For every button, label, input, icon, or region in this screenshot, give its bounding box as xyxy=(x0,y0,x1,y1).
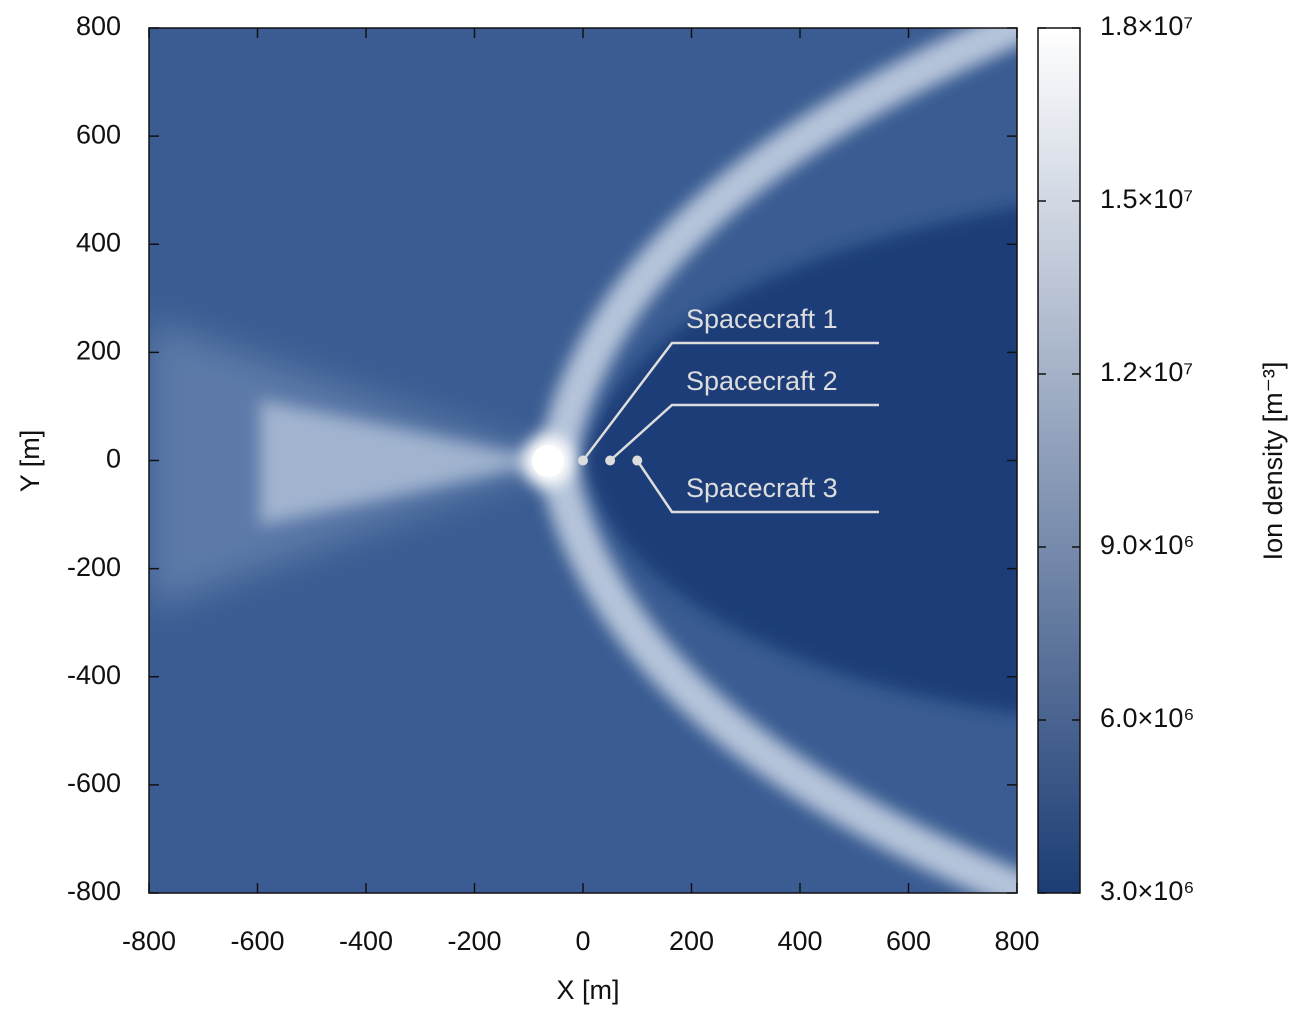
spacecraft-marker xyxy=(605,455,616,466)
x-tick-label: -600 xyxy=(230,926,284,956)
leader-line xyxy=(609,403,879,462)
x-tick-label: -200 xyxy=(447,926,501,956)
spacecraft-label: Spacecraft 2 xyxy=(686,366,838,396)
x-tick-label: 0 xyxy=(575,926,590,956)
colorbar-tick-label: 9.0×10⁶ xyxy=(1100,530,1194,560)
colorbar xyxy=(1037,27,1081,894)
y-tick-label: 600 xyxy=(76,119,121,149)
colorbar-tick-label: 3.0×10⁶ xyxy=(1100,876,1194,906)
y-tick-label: 200 xyxy=(76,336,121,366)
y-tick-label: 400 xyxy=(76,227,121,257)
x-tick-label: -400 xyxy=(339,926,393,956)
x-axis-label: X [m] xyxy=(556,975,619,1005)
y-tick-label: -400 xyxy=(67,660,121,690)
leader-line xyxy=(636,459,879,514)
colorbar-tick-label: 1.5×10⁷ xyxy=(1100,184,1193,214)
leader-line xyxy=(582,341,879,462)
x-tick-label: 200 xyxy=(669,926,714,956)
colorbar-label: Ion density [m⁻³] xyxy=(1258,362,1288,561)
x-tick-label: -800 xyxy=(122,926,176,956)
y-tick-label: -600 xyxy=(67,768,121,798)
y-tick-label: 0 xyxy=(106,444,121,474)
colorbar-tick-label: 1.2×10⁷ xyxy=(1100,357,1193,387)
x-tick-label: 600 xyxy=(886,926,931,956)
density-field xyxy=(149,28,1017,893)
spacecraft-label: Spacecraft 1 xyxy=(686,304,838,334)
x-tick-label: 800 xyxy=(994,926,1039,956)
spacecraft-marker xyxy=(578,455,588,466)
y-tick-label: -200 xyxy=(67,552,121,582)
spacecraft-marker xyxy=(632,455,643,466)
colorbar-tick-label: 1.8×10⁷ xyxy=(1100,11,1193,41)
colorbar-tick-label: 6.0×10⁶ xyxy=(1100,703,1194,733)
spacecraft-label: Spacecraft 3 xyxy=(686,473,838,503)
y-tick-label: 800 xyxy=(76,11,121,41)
x-tick-label: 400 xyxy=(777,926,822,956)
y-axis-label: Y [m] xyxy=(15,430,45,493)
y-tick-label: -800 xyxy=(67,876,121,906)
